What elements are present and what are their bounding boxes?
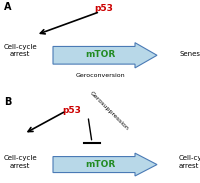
Polygon shape [53,153,157,176]
Text: Cell-cycle
arrest: Cell-cycle arrest [3,44,37,57]
Text: p53: p53 [63,106,81,115]
Text: mTOR: mTOR [85,160,115,169]
Text: A: A [4,2,12,12]
Text: p53: p53 [95,4,113,13]
Text: Geroconversion: Geroconversion [75,73,125,78]
Polygon shape [53,43,157,68]
Text: Gerosuppression: Gerosuppression [89,91,129,131]
Text: Cell-cycle
arrest: Cell-cycle arrest [3,155,37,169]
Text: mTOR: mTOR [85,50,115,59]
Text: Senescence: Senescence [179,51,200,57]
Text: B: B [4,97,11,107]
Text: Cell-cycle
arrest: Cell-cycle arrest [179,155,200,169]
